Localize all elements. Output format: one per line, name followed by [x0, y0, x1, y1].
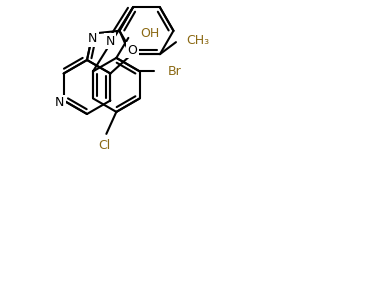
- Text: N: N: [55, 96, 64, 109]
- Text: OH: OH: [140, 27, 160, 40]
- Text: Cl: Cl: [98, 139, 111, 152]
- Text: CH₃: CH₃: [186, 34, 209, 47]
- Text: N: N: [88, 32, 97, 45]
- Text: N: N: [105, 35, 115, 48]
- Text: Br: Br: [168, 65, 182, 78]
- Text: O: O: [127, 44, 137, 57]
